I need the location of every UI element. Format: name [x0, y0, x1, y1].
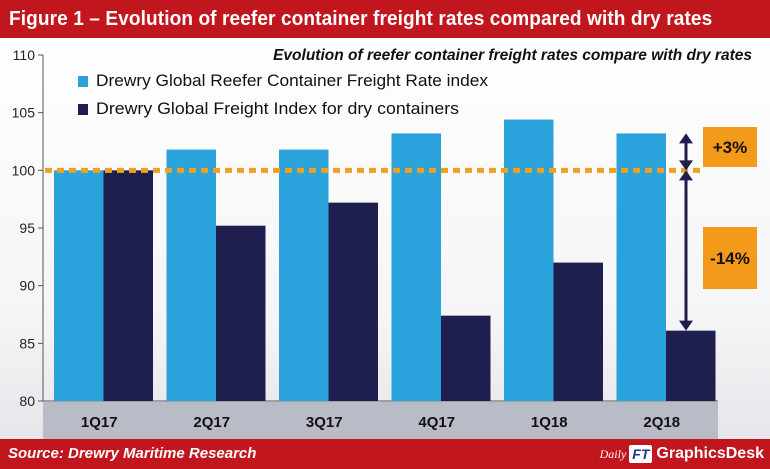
reefer-bar: [504, 119, 554, 401]
y-tick-label: 110: [13, 47, 36, 63]
dry-bar: [103, 170, 153, 401]
y-tick-label: 105: [12, 105, 36, 121]
annotation-box: [703, 127, 757, 167]
x-tick-label: 1Q18: [531, 414, 568, 431]
x-tick-label: 1Q17: [81, 414, 118, 431]
brand-daily: Daily: [599, 446, 627, 461]
legend-label: Drewry Global Reefer Container Freight R…: [96, 72, 489, 90]
reefer-bar: [391, 133, 441, 401]
x-axis-band: [43, 402, 718, 439]
x-tick-label: 4Q17: [418, 414, 455, 431]
minus-arrow-head-up: [679, 170, 693, 181]
x-tick-label: 2Q17: [193, 414, 230, 431]
figure-title: Figure 1 – Evolution of reefer container…: [9, 7, 713, 30]
legend-label: Drewry Global Freight Index for dry cont…: [96, 100, 459, 118]
annotation-label: -14%: [710, 249, 750, 268]
dry-bar: [216, 225, 266, 401]
chart-subtitle: Evolution of reefer container freight ra…: [273, 47, 752, 64]
reefer-bar: [54, 170, 104, 401]
footer-banner: Source: Drewry Maritime Research Daily F…: [0, 439, 770, 469]
header-banner: Figure 1 – Evolution of reefer container…: [0, 0, 770, 38]
chart-area: 80 85 90 95 100 105 110 1Q17 2Q17 3Q17 4Q17 1Q18 2Q1…: [0, 38, 770, 439]
reefer-bar: [279, 149, 329, 401]
annotation-box: [703, 227, 757, 289]
plus-arrow-head-up: [679, 133, 693, 144]
source-note: Source: Drewry Maritime Research: [8, 445, 257, 462]
brand-logo: Daily FT GraphicsDesk: [600, 442, 764, 466]
plus-arrow-head-down: [679, 160, 693, 171]
y-tick-label: 95: [19, 220, 35, 236]
dry-bar: [441, 315, 491, 401]
brand-graphicsdesk: GraphicsDesk: [656, 445, 764, 462]
y-tick-label: 80: [19, 393, 35, 409]
reefer-bar: [616, 133, 666, 401]
dry-bar: [328, 202, 378, 401]
bar-chart: 80 85 90 95 100 105 110 1Q17 2Q17 3Q17 4Q17 1Q18 2Q1…: [12, 47, 757, 439]
dry-bar: [666, 330, 716, 401]
annotation-label: +3%: [713, 138, 748, 157]
legend-swatch: [78, 104, 88, 115]
x-tick-label: 2Q18: [643, 414, 680, 431]
legend-swatch: [78, 76, 88, 87]
y-tick-label: 85: [19, 335, 35, 351]
y-tick-label: 90: [19, 278, 35, 294]
minus-arrow-head-down: [679, 320, 693, 331]
brand-ft-mark: FT: [629, 445, 653, 463]
x-tick-label: 3Q17: [306, 414, 343, 431]
dry-bar: [553, 262, 603, 401]
reefer-bar: [166, 149, 216, 401]
y-tick-label: 100: [12, 162, 36, 178]
